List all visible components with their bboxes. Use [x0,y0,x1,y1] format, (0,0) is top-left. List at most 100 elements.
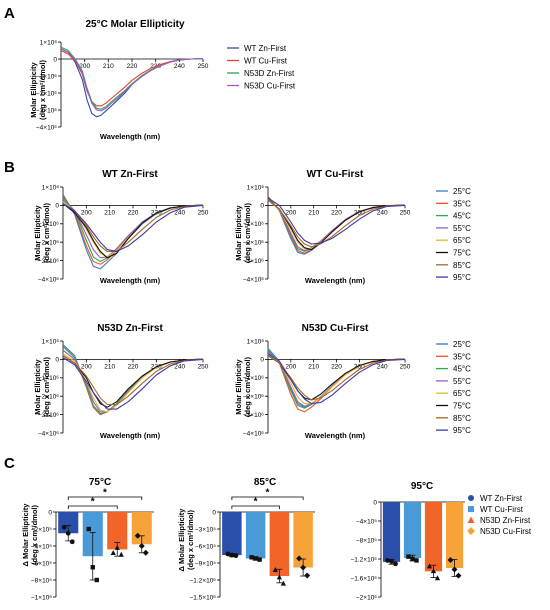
chart-b4-xtick-label: 250 [400,363,411,370]
chart-c1-ytick-label: −8×10⁵ [31,577,52,584]
chart-c2-point [257,557,262,562]
chart-b4-ytick-label: −4×10⁶ [243,430,264,437]
chart-c-legend-marker [467,516,475,523]
chart-b1-ytick-label: −2×10⁶ [38,240,59,247]
chart-c-legend-marker [468,495,474,501]
chart-c3-point [430,568,437,574]
chart-c2-point [296,555,303,562]
chart-c1-sig-star: * [91,497,95,508]
chart-c3-point [410,556,415,562]
panel-label-a: A [4,5,15,22]
chart-c2-sig-bracket [231,505,280,509]
chart-b4-ytick-label: 0 [260,357,264,364]
chart-a-ytick-label: −3×10⁶ [36,107,57,114]
chart-c3-point [385,558,390,563]
chart-b1-xtick-label: 210 [104,209,115,216]
chart-b2-xtick-label: 250 [400,209,411,216]
chart-b2-xtick-label: 230 [354,209,365,216]
chart-b4-xlabel: Wavelength (nm) [305,431,366,440]
chart-c2-point [233,553,239,559]
chart-c3-bar [403,502,422,559]
chart-b3-ytick-label: −2×10⁶ [38,394,59,401]
chart-c1-ytick-label: −1×10⁶ [31,594,52,601]
chart-b3-xlabel: Wavelength (nm) [100,431,161,440]
chart-b2-legend-label: 45°C [453,212,471,221]
chart-c1-point [90,565,95,570]
chart-c1-title: 75°C [89,477,111,488]
chart-b4-ytick-label: 1×10⁶ [247,338,265,345]
chart-b4-ylabel-line2: (deg x cm²/dmol) [243,357,252,418]
chart-a-plot: 1×10⁶ 0 −1×10⁶ −2×10⁶ −3×10⁶ −4×10⁶ 200 210 220 2… [36,39,209,131]
chart-b4-series-line [267,353,406,405]
chart-c2-point [225,551,231,557]
chart-a-xtick-label: 250 [198,63,209,70]
chart-b1-ytick-label: 0 [55,203,59,210]
chart-b1-series-line [62,203,204,259]
chart-b3-ytick-label: −4×10⁶ [38,430,59,437]
chart-b4-ytick-label: −1×10⁶ [243,375,264,382]
chart-c3-ytick-label: −1.2×10⁶ [350,556,377,563]
chart-c2-point [249,555,254,560]
chart-b2-ytick-label: −2×10⁶ [243,240,264,247]
chart-a-xtick-label: 210 [103,63,114,70]
chart-c-legend-label: N53D Zn-First [480,516,531,525]
chart-b2-xtick-label: 200 [285,209,296,216]
chart-a-legend-label: N53D Cu-First [244,82,296,91]
chart-c1-point [118,551,124,557]
chart-b4-legend-label: 65°C [453,389,471,398]
chart-c2-bar [245,512,266,559]
chart-c1-ytick-label: −2×10⁵ [31,526,52,533]
chart-c2-bar [293,512,313,568]
chart-c3-ytick-label: −2×10⁶ [356,594,377,601]
chart-a-ylabel: Molar Ellipticity (deg x cm²/dmol) [29,60,47,121]
chart-a-xtick-label: 240 [174,63,185,70]
chart-c2-point [300,564,307,571]
chart-b2-series-line [267,199,406,248]
chart-b2-legend-label: 85°C [453,261,471,270]
chart-c1-point [69,539,75,545]
chart-b4-ytick-label: −3×10⁶ [243,412,264,419]
chart-b3-ytick-label: −3×10⁶ [38,412,59,419]
chart-b4-legend-label: 95°C [453,426,471,435]
chart-b4-legend-label: 85°C [453,414,471,423]
chart-c2-sig-star: * [266,488,270,499]
chart-c3-bar [445,502,464,569]
chart-b2-ytick-label: 1×10⁶ [247,184,265,191]
chart-c3-point [406,554,411,559]
chart-b1-xtick-label: 240 [174,209,185,216]
chart-b2-legend-label: 25°C [453,187,471,196]
chart-b1-ytick-label: 1×10⁶ [42,184,60,191]
chart-a-legend-label: WT Zn-First [244,44,287,53]
chart-b4-xtick-label: 230 [354,363,365,370]
chart-b2-legend-label: 95°C [453,273,471,282]
chart-c3-point [447,556,454,563]
chart-c3-ytick-label: −1.6×10⁶ [350,575,377,582]
chart-c2-ytick-label: −1.5×10⁶ [189,594,216,601]
chart-c-legend-label: N53D Cu-First [480,527,532,536]
chart-c1-ytick-label: −4×10⁵ [31,543,52,550]
chart-c1-bar [107,512,128,550]
chart-c3-bar [382,502,401,562]
chart-b3-xtick-label: 210 [104,363,115,370]
chart-c-legend: WT Zn-First WT Cu-First N53D Zn-First N53D … [467,494,532,536]
chart-c1-ytick-label: 0 [48,509,52,516]
chart-b3-series-line [62,355,204,408]
chart-c3-ytick-label: −8×10⁵ [356,537,377,544]
chart-b2-legend-label: 65°C [453,236,471,245]
chart-b1-ytick-label: −4×10⁶ [38,276,59,283]
chart-b3-xtick-label: 240 [174,363,185,370]
chart-c2-point [304,572,311,579]
chart-c1-point [94,577,99,583]
chart-c3-point [451,566,458,573]
chart-c2-title: 85°C [254,477,276,488]
chart-a-ytick-label: −2×10⁶ [36,90,57,97]
chart-c-legend-marker [468,506,474,512]
chart-c1-point [142,549,149,556]
chart-b2-legend-label: 55°C [453,224,471,233]
chart-c3-point [389,558,394,564]
chart-c1-point [61,524,67,530]
chart-c3-bar [424,502,443,572]
chart-b1-ylabel-line2: (deg x cm²/dmol) [42,203,51,264]
chart-c2-ytick-label: −1.2×10⁶ [189,577,216,584]
